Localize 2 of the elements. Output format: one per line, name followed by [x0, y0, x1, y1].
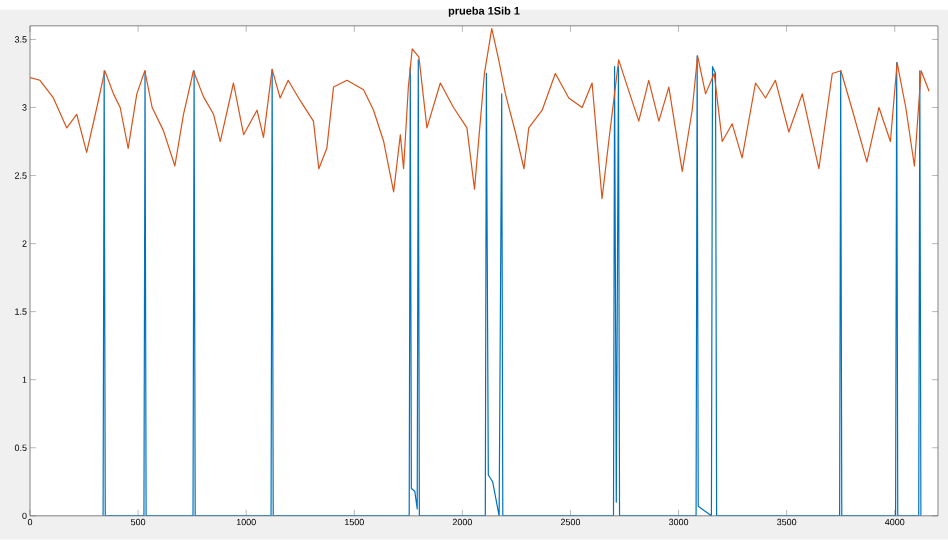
line-series [102, 55, 922, 516]
line-series [30, 28, 930, 200]
